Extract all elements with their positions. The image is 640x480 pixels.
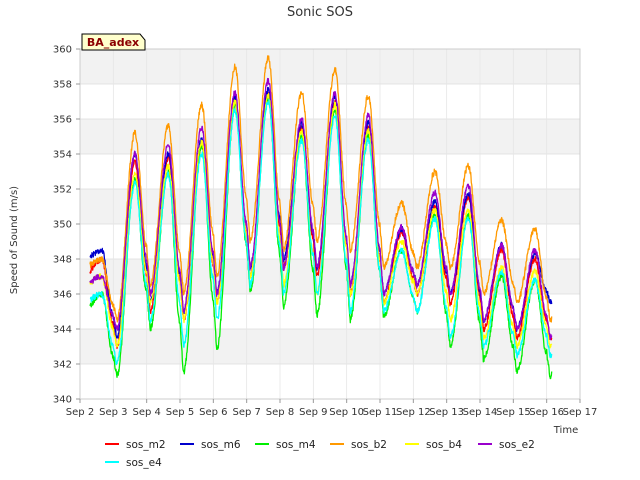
x-tick-label: Sep 5 — [166, 407, 194, 418]
legend-label: sos_b4 — [426, 439, 462, 451]
x-tick-label: Sep 9 — [299, 407, 327, 418]
x-tick-label: Sep 4 — [132, 407, 160, 418]
legend-label: sos_m4 — [276, 439, 316, 451]
x-axis-label: Time — [553, 425, 578, 436]
y-axis-label: Speed of Sound (m/s) — [9, 186, 20, 294]
y-axis-ticks: 340 342 344 346 348 350 352 354 356 358 360 — [53, 45, 80, 406]
site-badge: BA_adex — [81, 33, 146, 51]
legend-item-sos_e2: sos_e2 — [478, 439, 535, 451]
x-tick-label: Sep 16 — [529, 407, 564, 418]
x-tick-label: Sep 13 — [429, 407, 464, 418]
legend-item-sos_b4: sos_b4 — [405, 439, 462, 451]
x-axis-ticks: Sep 2 Sep 3 Sep 4 Sep 5 Sep 6 Sep 7 Sep 8 Sep 9… — [66, 399, 598, 418]
legend-label: sos_b2 — [351, 439, 387, 451]
x-tick-label: Sep 3 — [99, 407, 127, 418]
grid-band — [80, 189, 580, 224]
grid-band — [80, 49, 580, 84]
legend-label: sos_m6 — [201, 439, 241, 451]
site-badge-box — [81, 33, 146, 51]
chart-title: Sonic SOS — [287, 5, 353, 20]
x-tick-label: Sep 12 — [396, 407, 431, 418]
y-tick-label: 348 — [53, 255, 72, 266]
x-tick-label: Sep 14 — [463, 407, 498, 418]
legend-item-sos_m2: sos_m2 — [105, 439, 166, 451]
x-tick-label: Sep 15 — [496, 407, 531, 418]
y-tick-label: 356 — [53, 115, 72, 126]
legend-label: sos_m2 — [126, 439, 166, 451]
y-tick-label: 344 — [53, 325, 72, 336]
y-tick-label: 350 — [53, 220, 72, 231]
legend-item-sos_e4: sos_e4 — [105, 457, 162, 469]
y-tick-label: 352 — [53, 185, 72, 196]
x-tick-label: Sep 6 — [199, 407, 227, 418]
y-tick-label: 346 — [53, 290, 72, 301]
y-tick-label: 342 — [53, 360, 72, 371]
y-tick-label: 340 — [53, 395, 72, 406]
legend-label: sos_e4 — [126, 457, 162, 469]
x-tick-label: Sep 11 — [363, 407, 398, 418]
y-tick-label: 360 — [53, 45, 72, 56]
x-tick-label: Sep 7 — [232, 407, 260, 418]
legend-item-sos_m6: sos_m6 — [180, 439, 241, 451]
series-line-sos_b2 — [89, 55, 553, 323]
y-tick-label: 354 — [53, 150, 72, 161]
legend-item-sos_m4: sos_m4 — [255, 439, 316, 451]
legend-item-sos_b2: sos_b2 — [330, 439, 387, 451]
x-tick-label: Sep 8 — [266, 407, 294, 418]
series-line-sos_e2 — [89, 77, 553, 341]
y-tick-label: 358 — [53, 80, 72, 91]
x-tick-label: Sep 2 — [66, 407, 94, 418]
series-line-sos_e4 — [89, 99, 553, 366]
x-tick-label: Sep 10 — [329, 407, 364, 418]
grid-band — [80, 329, 580, 364]
legend-label: sos_e2 — [499, 439, 535, 451]
legend: sos_m2 sos_m6 sos_m4 sos_b2 sos_b4 sos_e2 sos_… — [105, 439, 535, 469]
series-layer — [89, 55, 553, 380]
x-tick-label: Sep 17 — [563, 407, 598, 418]
site-badge-label: BA_adex — [87, 36, 139, 49]
